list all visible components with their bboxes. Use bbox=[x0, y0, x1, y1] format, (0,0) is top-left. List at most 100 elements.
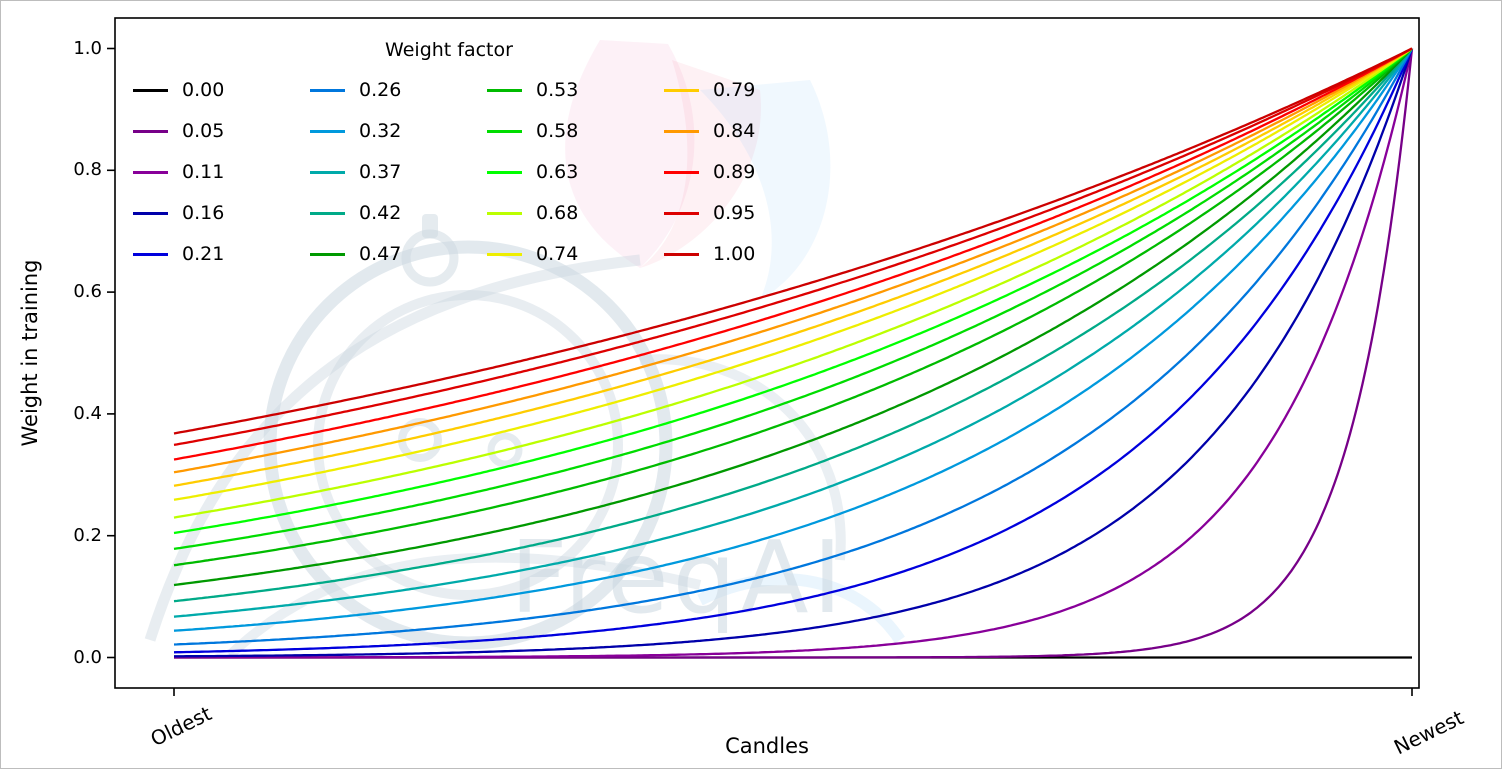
legend-line-sample bbox=[664, 130, 699, 133]
curves-group bbox=[173, 47, 1414, 659]
y-tick-label-0.2: 0.2 bbox=[73, 524, 102, 546]
tick-marks bbox=[107, 47, 1413, 696]
x-axis-label: Candles bbox=[725, 734, 809, 758]
legend-line-sample bbox=[487, 253, 522, 256]
curve-wf-1.00 bbox=[173, 47, 1413, 435]
legend-label: 0.58 bbox=[536, 120, 579, 142]
legend-grid: 0.00 0.05 0.11 0.16 0.21 0.26 0.32 0.37 0.42 0.47… bbox=[133, 70, 765, 275]
y-tick-label-0.0: 0.0 bbox=[73, 646, 102, 668]
legend-entry-0.95: 0.95 bbox=[664, 204, 841, 223]
legend-line-sample bbox=[664, 89, 699, 92]
legend-entry-0.21: 0.21 bbox=[133, 245, 310, 264]
curve-wf-0.95 bbox=[173, 47, 1413, 447]
watermark-wing-arc-1 bbox=[144, 254, 641, 642]
watermark-text: FreqAI bbox=[510, 519, 846, 636]
legend-label: 0.00 bbox=[182, 79, 225, 101]
curve-wf-0.16 bbox=[174, 48, 1414, 658]
legend-line-sample bbox=[133, 89, 168, 92]
legend-label: 0.11 bbox=[182, 161, 225, 183]
legend-line-sample bbox=[133, 130, 168, 133]
legend-entry-0.68: 0.68 bbox=[487, 204, 664, 223]
legend-entry-0.89: 0.89 bbox=[664, 163, 841, 182]
curve-wf-0.74 bbox=[173, 47, 1413, 501]
watermark-pink-petal-2 bbox=[640, 60, 761, 268]
curve-wf-0.21 bbox=[173, 48, 1414, 654]
legend-entry-0.58: 0.58 bbox=[487, 122, 664, 141]
legend-label: 0.79 bbox=[713, 79, 756, 101]
legend-line-sample bbox=[664, 171, 699, 174]
legend-line-sample bbox=[310, 253, 345, 256]
legend-entry-1.00: 1.00 bbox=[664, 245, 841, 264]
legend-line-sample bbox=[487, 212, 522, 215]
y-axis-label: Weight in training bbox=[18, 259, 42, 447]
legend-line-sample bbox=[487, 130, 522, 133]
legend-label: 0.42 bbox=[359, 202, 402, 224]
y-tick-label-0.6: 0.6 bbox=[73, 281, 102, 303]
legend-line-sample bbox=[664, 212, 699, 215]
legend-label: 0.37 bbox=[359, 161, 402, 183]
legend-entry-0.42: 0.42 bbox=[310, 204, 487, 223]
y-tick-label-1.0: 1.0 bbox=[73, 37, 102, 59]
legend-label: 0.21 bbox=[182, 243, 225, 265]
legend-label: 0.16 bbox=[182, 202, 225, 224]
legend-entry-0.26: 0.26 bbox=[310, 81, 487, 100]
legend-line-sample bbox=[310, 171, 345, 174]
legend-entry-0.74: 0.74 bbox=[487, 245, 664, 264]
watermark-wing-arc-2 bbox=[226, 552, 702, 659]
curve-wf-0.53 bbox=[173, 47, 1413, 567]
curve-wf-0.68 bbox=[173, 47, 1413, 519]
legend-line-sample bbox=[664, 253, 699, 256]
legend-label: 0.74 bbox=[536, 243, 579, 265]
legend-entry-0.11: 0.11 bbox=[133, 163, 310, 182]
legend-entry-0.47: 0.47 bbox=[310, 245, 487, 264]
legend-label: 0.26 bbox=[359, 79, 402, 101]
legend-label: 0.63 bbox=[536, 161, 579, 183]
legend-entry-0.16: 0.16 bbox=[133, 204, 310, 223]
legend-entry-0.32: 0.32 bbox=[310, 122, 487, 141]
curve-wf-0.11 bbox=[174, 48, 1414, 659]
legend-label: 0.05 bbox=[182, 120, 225, 142]
legend-label: 0.53 bbox=[536, 79, 579, 101]
legend-entry-0.84: 0.84 bbox=[664, 122, 841, 141]
watermark-blue-petal bbox=[700, 80, 831, 300]
legend-label: 0.47 bbox=[359, 243, 402, 265]
legend-label: 1.00 bbox=[713, 243, 756, 265]
freqai-watermark: FreqAI bbox=[144, 40, 905, 659]
legend: Weight factor 0.00 0.05 0.11 0.16 0.21 0.26 0.… bbox=[133, 38, 765, 275]
legend-line-sample bbox=[133, 253, 168, 256]
watermark-knob-stem bbox=[422, 214, 438, 238]
curve-wf-0.42 bbox=[173, 47, 1413, 603]
curve-wf-0.63 bbox=[173, 47, 1413, 535]
legend-label: 0.89 bbox=[713, 161, 756, 183]
legend-entry-0.79: 0.79 bbox=[664, 81, 841, 100]
legend-line-sample bbox=[310, 130, 345, 133]
legend-entry-0.05: 0.05 bbox=[133, 122, 310, 141]
legend-line-sample bbox=[133, 212, 168, 215]
watermark-eye-right bbox=[487, 432, 523, 468]
curve-wf-0.37 bbox=[173, 47, 1413, 618]
legend-line-sample bbox=[310, 212, 345, 215]
legend-title: Weight factor bbox=[385, 39, 513, 61]
legend-line-sample bbox=[310, 89, 345, 92]
legend-entry-0.53: 0.53 bbox=[487, 81, 664, 100]
y-tick-label-0.4: 0.4 bbox=[73, 402, 102, 424]
curve-wf-0.84 bbox=[173, 47, 1413, 474]
legend-label: 0.32 bbox=[359, 120, 402, 142]
legend-label: 0.95 bbox=[713, 202, 756, 224]
curve-wf-0.89 bbox=[173, 47, 1413, 461]
legend-entry-0.00: 0.00 bbox=[133, 81, 310, 100]
legend-label: 0.84 bbox=[713, 120, 756, 142]
plot-border bbox=[114, 17, 1420, 689]
legend-entry-0.37: 0.37 bbox=[310, 163, 487, 182]
curve-wf-0.26 bbox=[173, 47, 1414, 646]
curve-wf-0.79 bbox=[173, 47, 1413, 487]
curve-wf-0.58 bbox=[173, 47, 1413, 551]
curve-wf-0.47 bbox=[173, 47, 1413, 587]
watermark-pink-petal bbox=[565, 40, 695, 268]
y-tick-label-0.8: 0.8 bbox=[73, 159, 102, 181]
legend-line-sample bbox=[133, 171, 168, 174]
legend-line-sample bbox=[487, 171, 522, 174]
legend-entry-0.63: 0.63 bbox=[487, 163, 664, 182]
curve-wf-0.32 bbox=[173, 47, 1413, 632]
